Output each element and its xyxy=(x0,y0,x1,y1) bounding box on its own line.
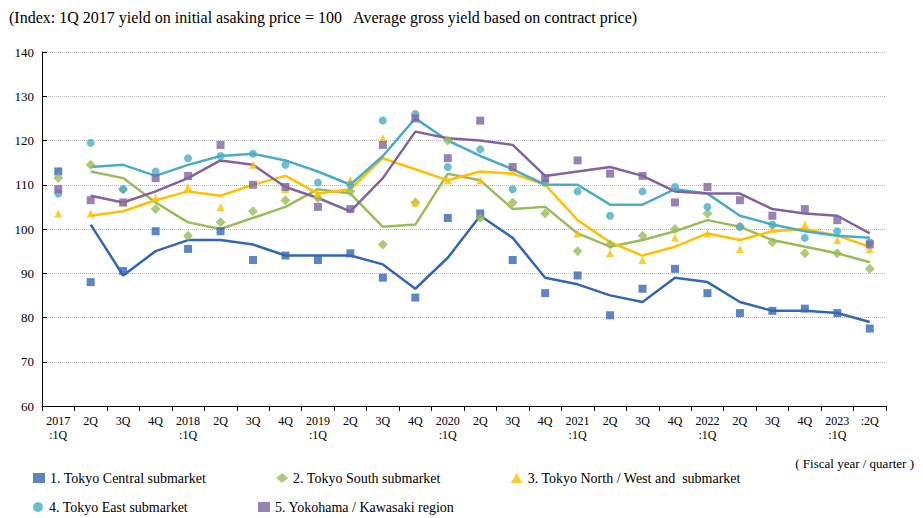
svg-text:2Q: 2Q xyxy=(603,414,618,428)
svg-text:100: 100 xyxy=(15,222,35,237)
svg-text:( Fiscal year / quarter ): ( Fiscal year / quarter ) xyxy=(795,456,914,471)
svg-text:4. Tokyo East submarket: 4. Tokyo East submarket xyxy=(49,500,188,515)
svg-text:3Q: 3Q xyxy=(376,414,391,428)
svg-text::1Q: :1Q xyxy=(439,428,457,442)
svg-text:4Q: 4Q xyxy=(668,414,683,428)
svg-text:4Q: 4Q xyxy=(538,414,553,428)
svg-text:2Q: 2Q xyxy=(343,414,358,428)
svg-text::1Q: :1Q xyxy=(828,428,846,442)
svg-text:2. Tokyo South submarket: 2. Tokyo South submarket xyxy=(293,471,440,486)
svg-text:130: 130 xyxy=(15,89,35,104)
svg-text:2021: 2021 xyxy=(566,414,590,428)
svg-text:2020: 2020 xyxy=(436,414,460,428)
svg-text:4Q: 4Q xyxy=(278,414,293,428)
svg-text::1Q: :1Q xyxy=(309,428,327,442)
svg-text::1Q: :1Q xyxy=(179,428,197,442)
svg-text:4Q: 4Q xyxy=(798,414,813,428)
svg-text:3Q: 3Q xyxy=(505,414,520,428)
svg-text:80: 80 xyxy=(21,310,34,325)
svg-text:4Q: 4Q xyxy=(148,414,163,428)
svg-text:2Q: 2Q xyxy=(473,414,488,428)
svg-text:110: 110 xyxy=(15,177,34,192)
svg-text:70: 70 xyxy=(21,354,34,369)
svg-text:2022: 2022 xyxy=(695,414,719,428)
svg-text:1. Tokyo Central submarket: 1. Tokyo Central submarket xyxy=(50,471,206,486)
svg-text:3. Tokyo North / West and sub: 3. Tokyo North / West and submarket xyxy=(528,471,741,486)
svg-text::1Q: :1Q xyxy=(698,428,716,442)
svg-text:(Index: 1Q 2017 yield on initi: (Index: 1Q 2017 yield on initial asaking… xyxy=(9,9,637,27)
svg-text:2018: 2018 xyxy=(176,414,200,428)
svg-text:90: 90 xyxy=(21,266,34,281)
svg-text:2Q: 2Q xyxy=(733,414,748,428)
svg-text::2Q: :2Q xyxy=(861,414,879,428)
svg-text:3Q: 3Q xyxy=(765,414,780,428)
svg-text:3Q: 3Q xyxy=(635,414,650,428)
svg-text:2Q: 2Q xyxy=(83,414,98,428)
svg-text:3Q: 3Q xyxy=(246,414,261,428)
svg-text:4Q: 4Q xyxy=(408,414,423,428)
svg-text:2Q: 2Q xyxy=(213,414,228,428)
svg-text:2017: 2017 xyxy=(46,414,70,428)
svg-text:3Q: 3Q xyxy=(116,414,131,428)
svg-text:60: 60 xyxy=(21,399,34,414)
svg-text:140: 140 xyxy=(15,45,35,60)
svg-text:2019: 2019 xyxy=(306,414,330,428)
svg-text::1Q: :1Q xyxy=(569,428,587,442)
svg-text:120: 120 xyxy=(15,133,35,148)
svg-text:5. Yokohama / Kawasaki region: 5. Yokohama / Kawasaki region xyxy=(275,500,454,515)
svg-text::1Q: :1Q xyxy=(49,428,67,442)
svg-text:2023: 2023 xyxy=(825,414,849,428)
